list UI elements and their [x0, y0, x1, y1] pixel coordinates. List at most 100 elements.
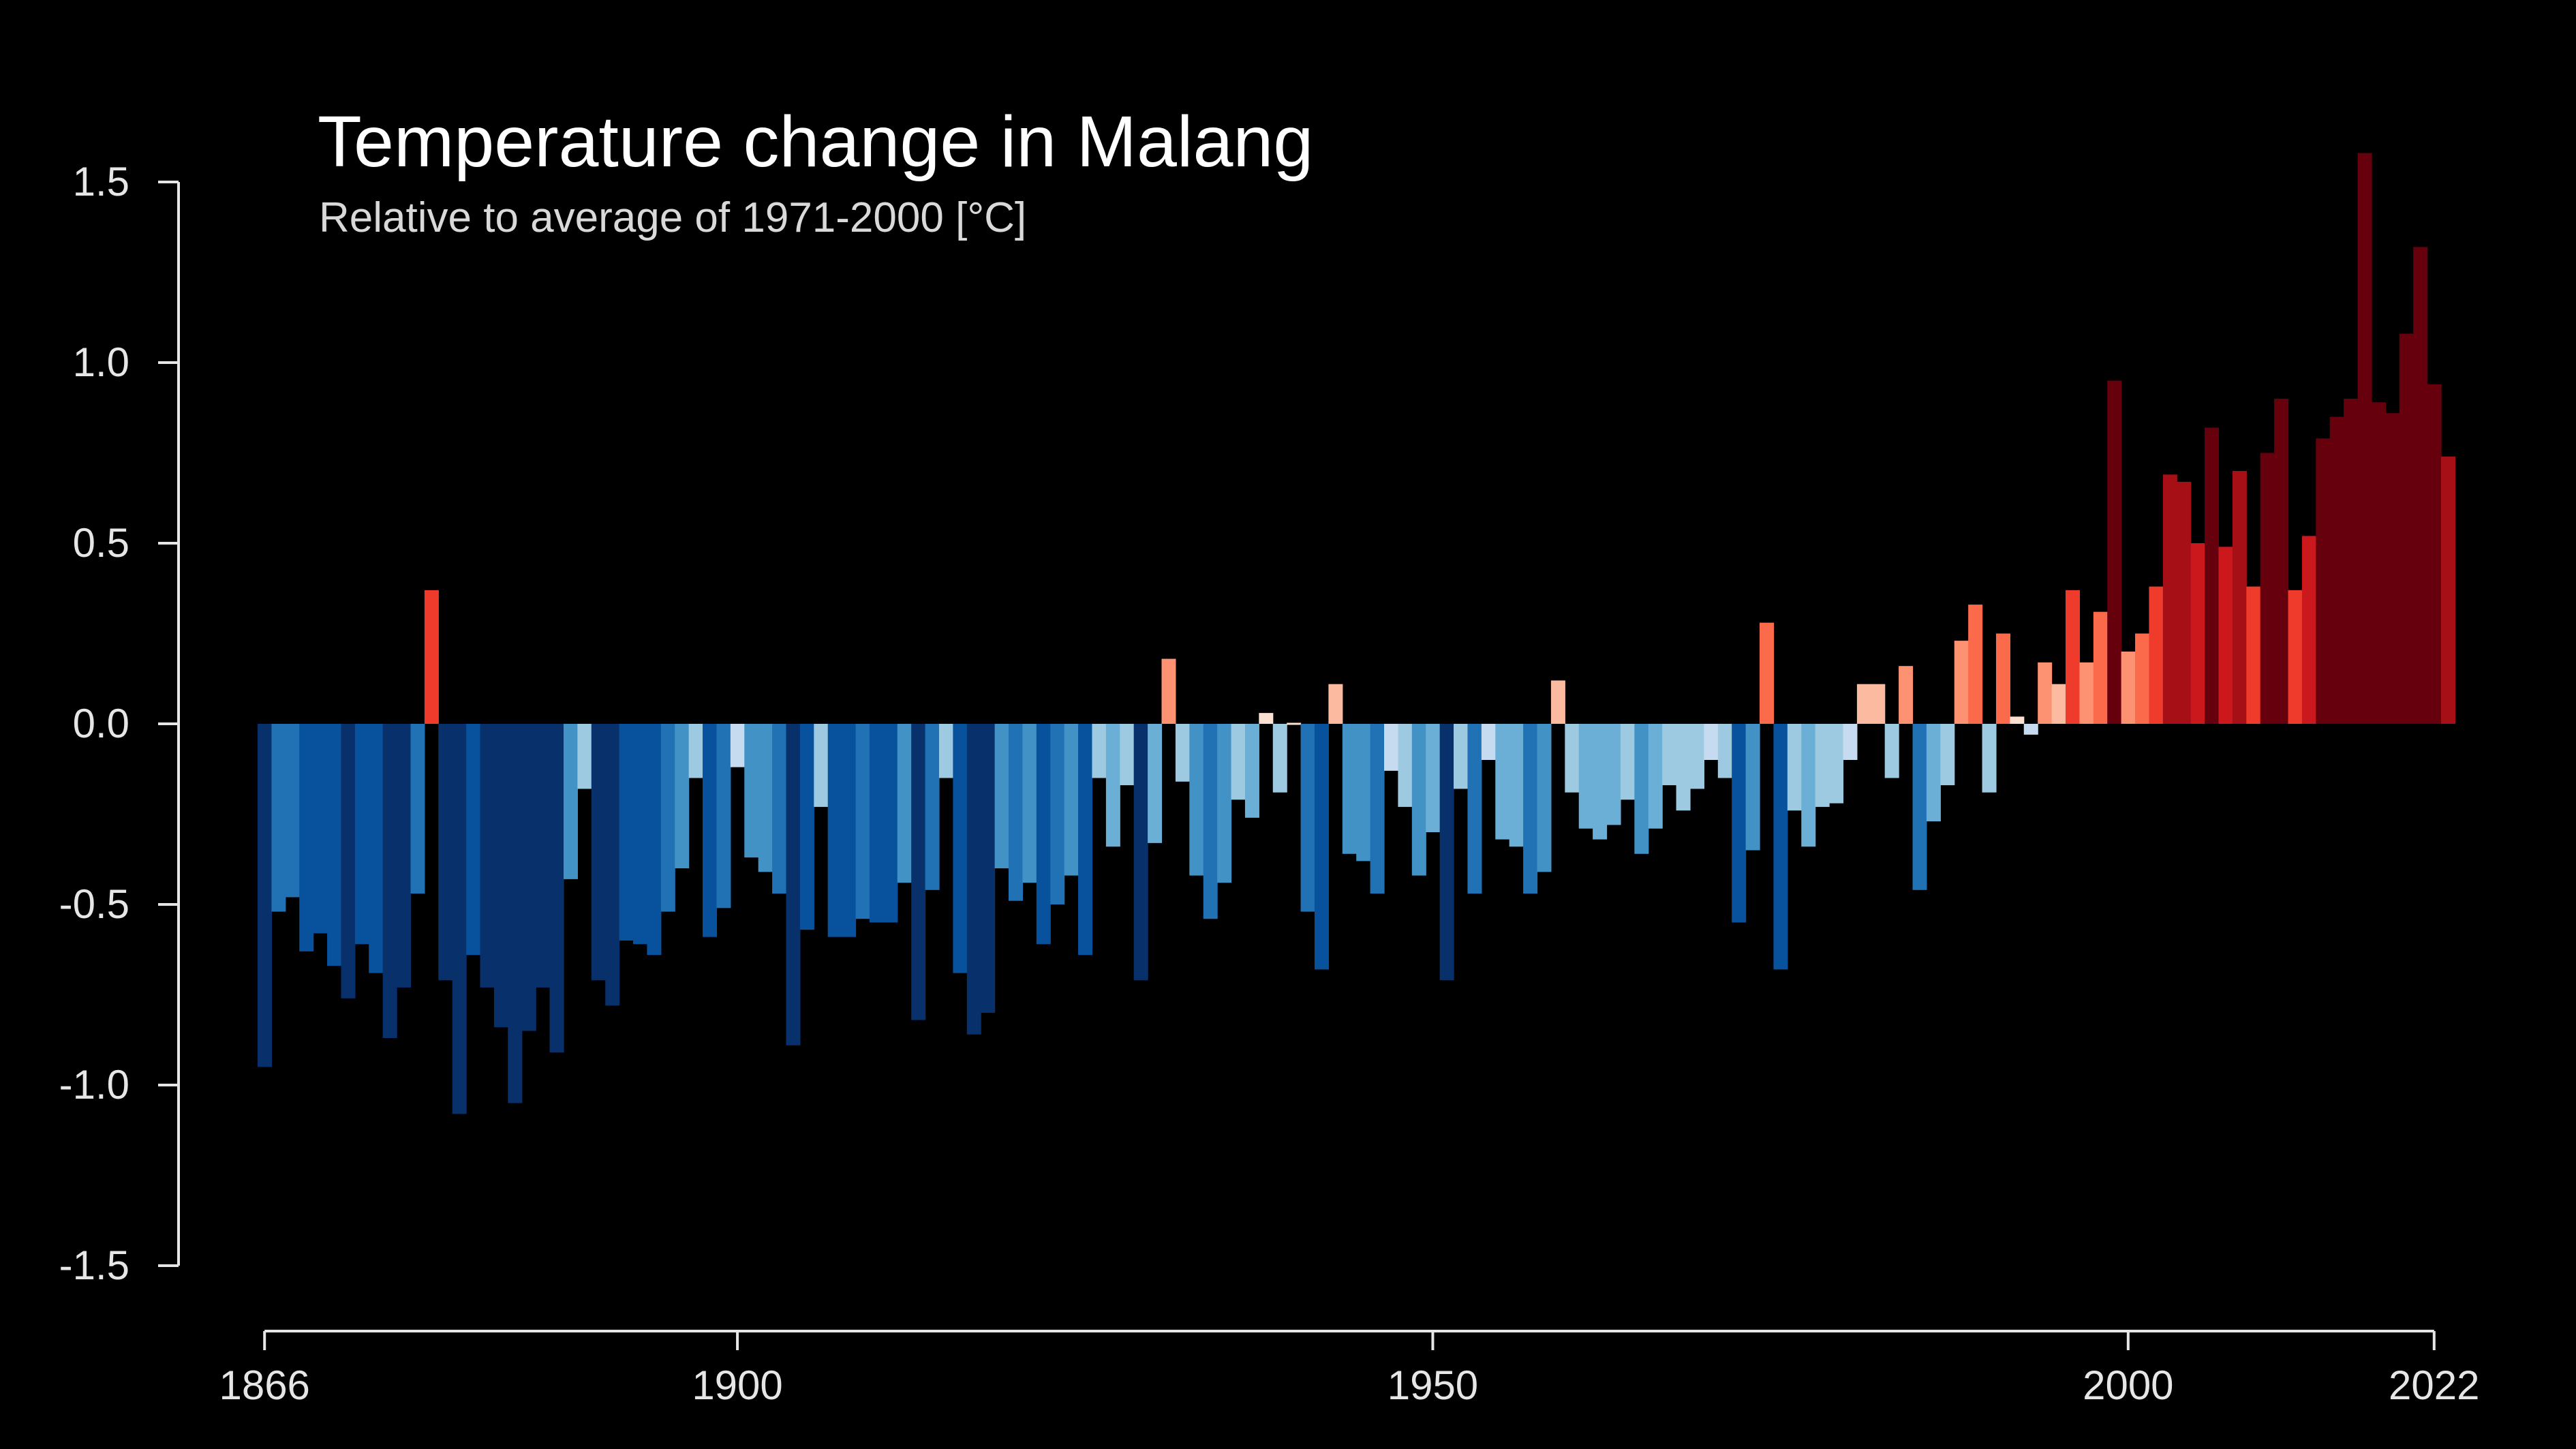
bar-1916 — [953, 724, 968, 973]
bar-2006 — [2205, 427, 2220, 724]
bar-1948 — [1398, 724, 1413, 807]
bar-1926 — [1092, 724, 1107, 778]
bar-1890 — [591, 724, 606, 981]
bar-1908 — [842, 724, 857, 937]
bar-1924 — [1064, 724, 1079, 876]
bar-2003 — [2162, 474, 2177, 724]
bar-1899 — [716, 724, 731, 909]
bar-1951 — [1439, 724, 1454, 981]
y-tick-label: -1.0 — [59, 1062, 129, 1108]
y-tick-label: 1.0 — [73, 339, 129, 385]
bar-1884 — [508, 724, 523, 1103]
bar-1987 — [1940, 724, 1955, 786]
bar-2021 — [2413, 247, 2428, 724]
bar-1981 — [1856, 684, 1871, 724]
x-tick-label: 1866 — [219, 1362, 309, 1408]
bar-1933 — [1189, 724, 1204, 876]
bar-1909 — [855, 724, 870, 919]
bar-1956 — [1509, 724, 1524, 847]
bar-1913 — [911, 724, 926, 1020]
x-tick-label: 2022 — [2389, 1362, 2479, 1408]
bar-1879 — [438, 724, 453, 981]
bar-2016 — [2344, 399, 2359, 724]
bar-1999 — [2107, 380, 2122, 724]
bar-1969 — [1689, 724, 1704, 789]
y-tick-label: -1.5 — [59, 1242, 129, 1288]
bar-1867 — [271, 724, 286, 912]
bar-1980 — [1843, 724, 1858, 760]
bar-1870 — [313, 724, 328, 934]
bar-1878 — [424, 590, 439, 724]
bar-1937 — [1244, 724, 1259, 818]
bar-1967 — [1662, 724, 1677, 786]
bar-1990 — [1982, 724, 1997, 793]
bar-1975 — [1773, 724, 1788, 970]
bar-1988 — [1954, 641, 1969, 724]
y-tick-label: 1.5 — [73, 159, 129, 204]
bar-1917 — [966, 724, 981, 1035]
bar-1898 — [703, 724, 718, 937]
bar-1998 — [2093, 611, 2108, 724]
bar-2010 — [2260, 453, 2275, 724]
bars-group — [258, 153, 2456, 1114]
bar-1903 — [772, 724, 787, 894]
bar-2011 — [2274, 399, 2289, 724]
bar-1869 — [299, 724, 314, 951]
bar-1984 — [1899, 666, 1914, 724]
bar-1889 — [577, 724, 592, 789]
bar-1866 — [258, 724, 273, 1067]
bar-1971 — [1717, 724, 1732, 778]
bar-1936 — [1231, 724, 1246, 800]
bar-1953 — [1467, 724, 1482, 894]
chart-title: Temperature change in Malang — [318, 102, 1314, 182]
bar-1895 — [660, 724, 675, 912]
bar-1963 — [1606, 724, 1621, 825]
bar-1950 — [1426, 724, 1441, 832]
bar-1904 — [786, 724, 801, 1046]
bar-1873 — [354, 724, 369, 945]
bar-1897 — [688, 724, 703, 778]
bar-1906 — [814, 724, 829, 807]
bar-1871 — [327, 724, 342, 966]
bar-1930 — [1148, 724, 1163, 843]
bar-1886 — [536, 724, 551, 988]
bar-1964 — [1620, 724, 1635, 800]
bar-2005 — [2190, 543, 2205, 724]
bar-1929 — [1133, 724, 1148, 981]
bar-1938 — [1259, 713, 1274, 724]
bar-1943 — [1328, 684, 1343, 724]
bar-1882 — [480, 724, 495, 988]
x-tick-label: 1950 — [1387, 1362, 1478, 1408]
bar-2022 — [2427, 384, 2442, 724]
bar-1935 — [1217, 724, 1232, 883]
bar-1925 — [1078, 724, 1093, 956]
bar-1885 — [521, 724, 536, 1031]
bar-1946 — [1370, 724, 1385, 894]
x-tick-label: 2000 — [2083, 1362, 2173, 1408]
y-tick-label: 0.0 — [73, 701, 129, 746]
bar-1887 — [549, 724, 564, 1053]
bar-1876 — [397, 724, 412, 988]
bar-1985 — [1912, 724, 1927, 890]
x-axis: 1866 1900 1950 2000 2022 — [219, 1330, 2480, 1408]
bar-1907 — [827, 724, 842, 937]
bar-1880 — [452, 724, 467, 1114]
bar-1974 — [1760, 622, 1775, 724]
bar-1911 — [883, 724, 898, 923]
bar-1877 — [410, 724, 425, 894]
bar-2007 — [2218, 547, 2233, 724]
bar-1901 — [744, 724, 759, 858]
bar-2009 — [2246, 586, 2261, 724]
bar-2014 — [2316, 438, 2331, 724]
bar-1883 — [493, 724, 508, 1028]
bar-1991 — [1995, 633, 2010, 724]
bar-1965 — [1634, 724, 1649, 854]
bar-1944 — [1342, 724, 1357, 854]
bar-1918 — [981, 724, 996, 1013]
bar-1891 — [605, 724, 620, 1006]
bar-1902 — [758, 724, 773, 872]
bar-1976 — [1787, 724, 1802, 811]
bar-2004 — [2177, 481, 2192, 724]
bar-2019 — [2385, 413, 2400, 724]
